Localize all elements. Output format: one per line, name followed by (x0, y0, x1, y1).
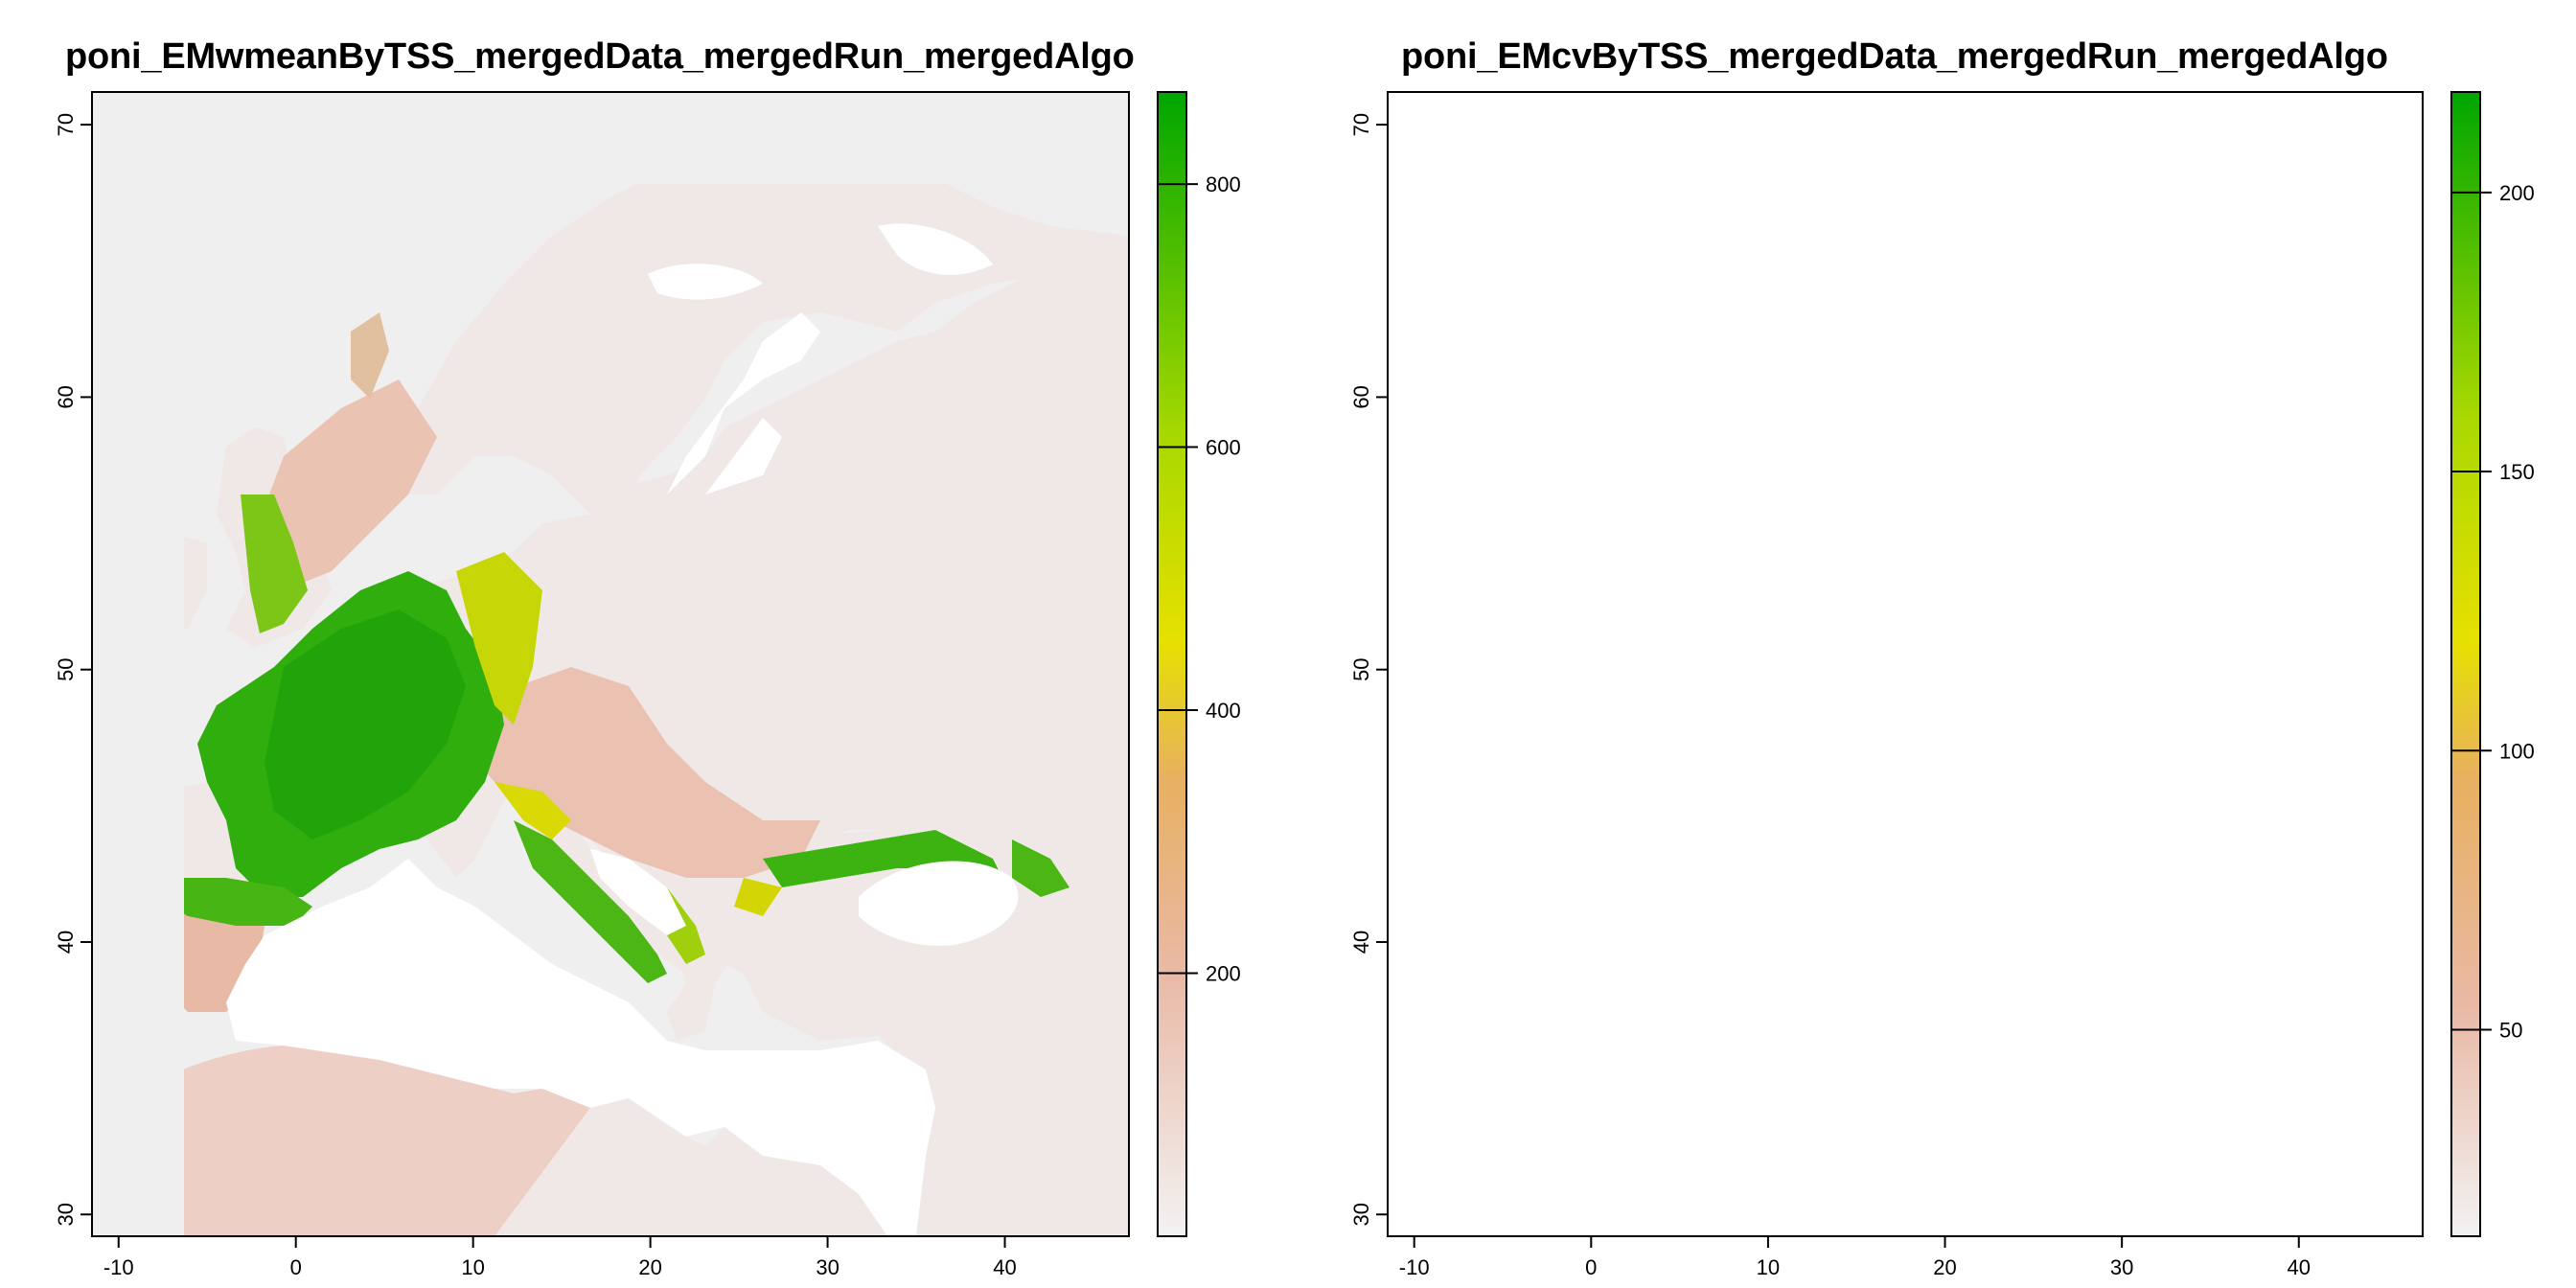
x-tick-label: 0 (1585, 1255, 1597, 1279)
legend-tick-label: 200 (2499, 181, 2535, 205)
map-title-wmean: poni_EMwmeanByTSS_mergedData_mergedRun_m… (65, 36, 1135, 77)
x-tick-label: -10 (104, 1255, 134, 1279)
x-tick-label: -10 (1399, 1255, 1430, 1279)
legend-tick-label: 50 (2499, 1018, 2522, 1042)
x-tick-label: 0 (290, 1255, 302, 1279)
legend-bar-cv (2450, 91, 2481, 1237)
x-tick-label: 10 (461, 1255, 484, 1279)
map-panel-cv (1387, 91, 2424, 1237)
y-tick-label: 40 (54, 931, 78, 954)
legend-tick-label: 800 (1206, 172, 1241, 196)
y-tick-label: 30 (1349, 1203, 1373, 1226)
y-tick-label: 60 (1349, 385, 1373, 408)
x-tick-label: 40 (2288, 1255, 2311, 1279)
x-tick-label: 10 (1757, 1255, 1780, 1279)
y-tick-label: 30 (54, 1203, 78, 1226)
legend-tick-label: 150 (2499, 460, 2535, 484)
x-tick-label: 30 (2110, 1255, 2133, 1279)
legend-tick-label: 400 (1206, 699, 1241, 723)
map-panel-wmean (91, 91, 1130, 1237)
y-tick-label: 70 (54, 113, 78, 136)
y-tick-label: 60 (54, 385, 78, 408)
legend-tick-label: 600 (1206, 436, 1241, 460)
y-tick-label: 70 (1349, 113, 1373, 136)
x-tick-label: 20 (1933, 1255, 1956, 1279)
x-tick-label: 20 (638, 1255, 661, 1279)
y-tick-label: 40 (1349, 931, 1373, 954)
x-tick-label: 30 (816, 1255, 839, 1279)
x-tick-label: 40 (993, 1255, 1016, 1279)
legend-tick-label: 100 (2499, 739, 2535, 763)
legend-bar-wmean (1157, 91, 1187, 1237)
legend-tick-label: 200 (1206, 962, 1241, 986)
y-tick-label: 50 (54, 657, 78, 680)
map-title-cv: poni_EMcvByTSS_mergedData_mergedRun_merg… (1401, 36, 2388, 77)
y-tick-label: 50 (1349, 657, 1373, 680)
